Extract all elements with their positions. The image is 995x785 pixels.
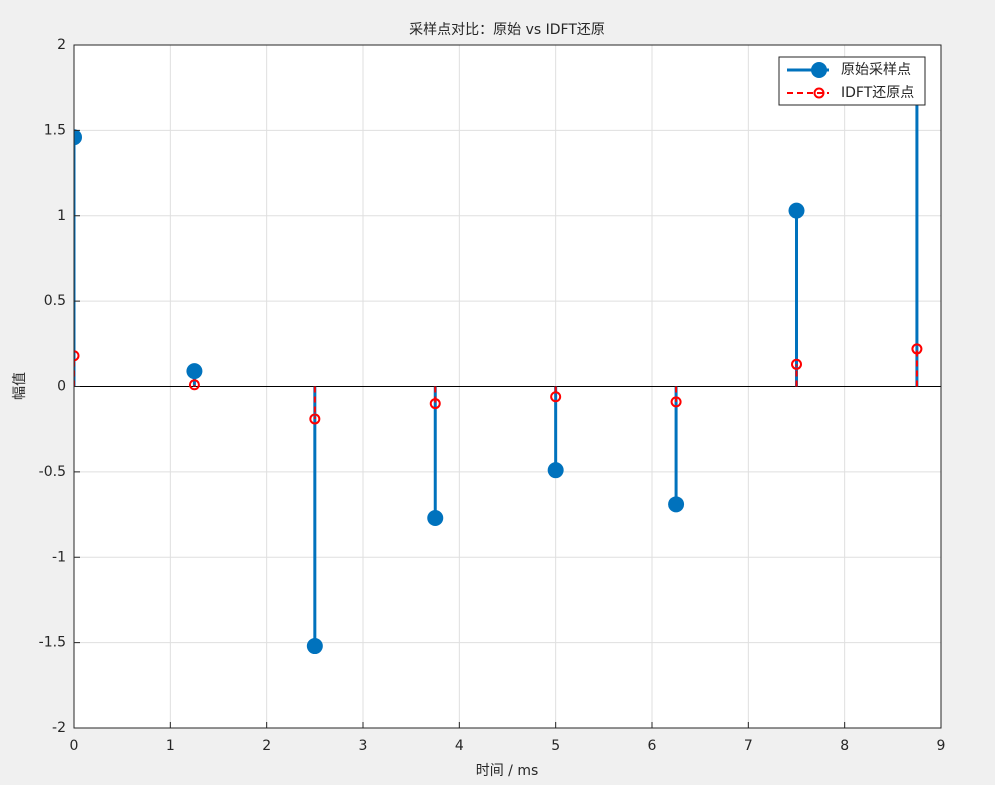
legend-label: IDFT还原点 bbox=[841, 85, 914, 101]
x-tick-label: 6 bbox=[648, 738, 657, 754]
x-axis-label: 时间 / ms bbox=[476, 763, 539, 779]
y-tick-label: 2 bbox=[57, 37, 66, 53]
marker bbox=[788, 202, 805, 219]
y-tick-label: 1.5 bbox=[44, 122, 66, 138]
marker bbox=[911, 343, 923, 355]
marker bbox=[306, 638, 323, 655]
x-tick-label: 7 bbox=[744, 738, 753, 754]
y-tick-label: 0.5 bbox=[44, 293, 66, 309]
x-tick-label: 2 bbox=[262, 738, 271, 754]
y-tick-label: -1.5 bbox=[39, 635, 66, 651]
marker bbox=[670, 396, 682, 408]
marker bbox=[74, 350, 80, 362]
x-tick-label: 0 bbox=[70, 738, 79, 754]
y-axis-label: 幅值 bbox=[12, 372, 28, 400]
marker bbox=[188, 379, 200, 391]
y-tick-label: 0 bbox=[57, 379, 66, 395]
y-tick-label: -1 bbox=[52, 549, 66, 565]
marker bbox=[429, 398, 441, 410]
marker bbox=[74, 129, 82, 146]
x-tick-label: 4 bbox=[455, 738, 464, 754]
marker bbox=[547, 462, 564, 479]
chart-title: 采样点对比：原始 vs IDFT还原 bbox=[409, 22, 605, 38]
x-tick-label: 9 bbox=[937, 738, 946, 754]
y-tick-label: 1 bbox=[57, 208, 66, 224]
legend-box bbox=[778, 56, 926, 106]
x-tick-label: 5 bbox=[551, 738, 560, 754]
y-tick-label: -0.5 bbox=[39, 464, 66, 480]
y-tick-label: -2 bbox=[52, 720, 66, 736]
marker bbox=[550, 391, 562, 403]
x-tick-label: 8 bbox=[840, 738, 849, 754]
marker bbox=[791, 358, 802, 370]
marker bbox=[309, 413, 321, 425]
marker bbox=[668, 496, 685, 513]
legend-marker bbox=[813, 87, 825, 99]
legend-label: 原始采样点 bbox=[841, 62, 911, 78]
x-tick-label: 3 bbox=[359, 738, 368, 754]
marker bbox=[427, 509, 444, 526]
x-tick-label: 1 bbox=[166, 738, 175, 754]
marker bbox=[186, 363, 203, 380]
legend-marker bbox=[811, 62, 827, 78]
